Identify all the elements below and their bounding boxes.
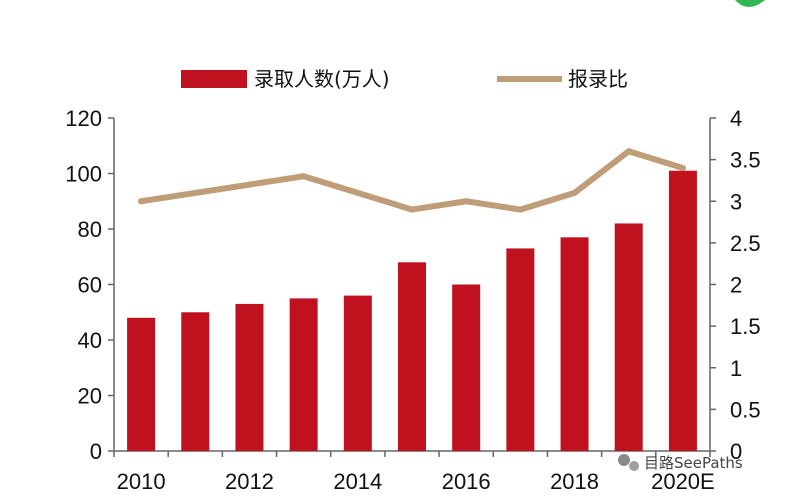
line-series [138, 148, 686, 213]
bar [398, 262, 426, 451]
y-left-tick-label: 0 [90, 439, 102, 464]
y-right-tick-label: 1 [730, 356, 742, 381]
bar [289, 298, 318, 451]
corner-decoration [735, 0, 765, 7]
y-right-tick-label: 4 [730, 106, 742, 131]
y-right-tick-label: 2.5 [730, 231, 761, 256]
bar [343, 295, 372, 451]
x-tick-label: 2014 [333, 469, 382, 494]
bar [614, 223, 643, 451]
y-right-tick-label: 3 [730, 189, 742, 214]
y-right-tick-label: 1.5 [730, 314, 761, 339]
x-tick-label: 2020E [651, 469, 715, 494]
wechat-icon [618, 454, 639, 471]
x-tick-label: 2018 [550, 469, 599, 494]
bars-group [127, 170, 697, 451]
line-point [300, 173, 307, 180]
tick-labels: 0 20 40 60 80 100 120 0 0.5 1 1.5 2 2.5 3 3.5 4 2010 2012… [65, 106, 760, 494]
bar [235, 303, 264, 451]
y-right-tick-label: 0.5 [730, 397, 761, 422]
bar [560, 237, 589, 451]
y-left-tick-label: 100 [65, 162, 102, 187]
legend-swatch-bar [181, 70, 247, 88]
legend: 录取人数(万人) 报录比 [181, 67, 628, 91]
watermark-text: 目路SeePaths [644, 454, 743, 472]
watermark: 目路SeePaths [618, 454, 743, 472]
y-left-tick-label: 80 [78, 217, 102, 242]
line-point [571, 189, 578, 196]
y-left-tick-label: 60 [78, 273, 102, 298]
legend-label-line: 报录比 [568, 67, 628, 91]
line-point [192, 189, 199, 196]
bar [181, 312, 210, 451]
line-point [354, 189, 361, 196]
y-right-tick-label: 0 [730, 439, 742, 464]
y-right-tick-label: 3.5 [730, 148, 761, 173]
x-tick-label: 2010 [117, 469, 166, 494]
y-left-tick-label: 120 [65, 106, 102, 131]
line-series-group [138, 148, 686, 213]
y-left-tick-label: 20 [78, 384, 102, 409]
line-point [679, 164, 686, 171]
line-point [409, 206, 415, 213]
line-point [463, 198, 470, 205]
y-right-tick-label: 2 [730, 273, 742, 298]
bar [127, 317, 156, 451]
line-point [625, 148, 632, 155]
bar [668, 170, 697, 451]
bar [506, 248, 535, 451]
bar [452, 284, 481, 451]
line-point [246, 181, 253, 188]
line-point [138, 198, 145, 205]
y-left-tick-label: 40 [78, 328, 102, 353]
x-tick-label: 2016 [442, 469, 491, 494]
x-tick-label: 2012 [225, 469, 274, 494]
line-point [517, 206, 524, 213]
legend-label-bar: 录取人数(万人) [254, 67, 390, 91]
